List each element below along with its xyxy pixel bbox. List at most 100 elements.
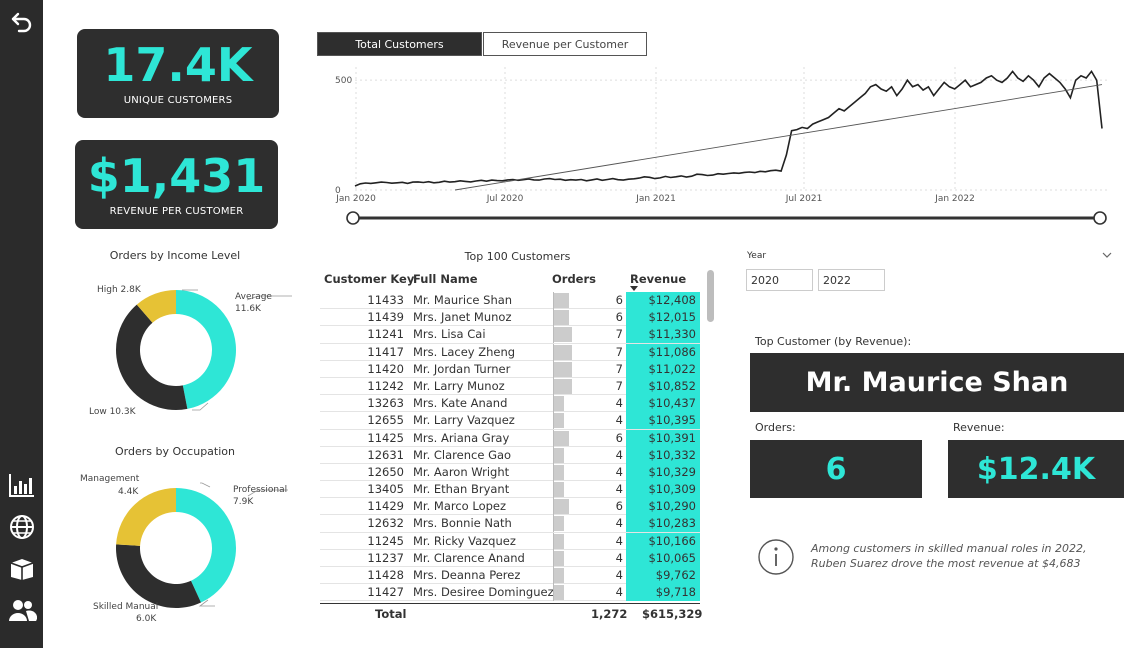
year-to-input[interactable]: 2022 (818, 269, 885, 291)
table-total-row: Total 1,272 $615,329 (320, 603, 702, 623)
x-tick-label: Jul 2020 (486, 194, 524, 204)
users-icon[interactable] (7, 595, 37, 625)
cell-revenue: $9,718 (626, 584, 700, 602)
table-row[interactable]: 11237 Mr. Clarence Anand 4 $10,065 (320, 549, 700, 567)
header-customer-key[interactable]: Customer Key (324, 272, 415, 286)
occupation-label-skilled: Skilled Manual (93, 602, 158, 612)
cell-orders: 7 (553, 326, 625, 344)
cell-revenue: $10,437 (626, 395, 700, 413)
cell-revenue: $11,330 (626, 326, 700, 344)
header-revenue[interactable]: Revenue (630, 272, 687, 286)
donut-slice-high[interactable] (136, 290, 176, 323)
orders-bar (554, 585, 564, 601)
insight-text: Among customers in skilled manual roles … (811, 542, 1087, 570)
orders-bar (554, 499, 569, 515)
orders-number: 4 (615, 464, 623, 479)
cell-full-name: Mr. Marco Lopez (413, 499, 507, 514)
year-slicer-label: Year (747, 251, 767, 261)
orders-number: 4 (615, 396, 623, 411)
orders-label: Orders: (755, 421, 796, 434)
orders-bar (554, 516, 564, 532)
cell-orders: 4 (553, 549, 625, 567)
year-from-input[interactable]: 2020 (746, 269, 813, 291)
back-arrow-icon[interactable] (7, 8, 37, 38)
orders-number: 4 (615, 447, 623, 462)
cell-revenue: $12,015 (626, 309, 700, 327)
table-scrollbar[interactable] (707, 270, 714, 322)
table-row[interactable]: 11425 Mrs. Ariana Gray 6 $10,391 (320, 429, 700, 447)
cell-revenue: $10,309 (626, 481, 700, 499)
table-row[interactable]: 11429 Mr. Marco Lopez 6 $10,290 (320, 498, 700, 516)
revenue-card: $12.4K (948, 440, 1124, 498)
table-row[interactable]: 13263 Mrs. Kate Anand 4 $10,437 (320, 395, 700, 413)
revenue-per-customer-value: $1,431 (87, 149, 266, 203)
x-tick-label: Jan 2022 (934, 194, 975, 204)
box-icon[interactable] (7, 553, 37, 583)
orders-bar (554, 447, 564, 463)
cell-revenue: $9,762 (626, 567, 700, 584)
income-label-low: Low 10.3K (89, 407, 137, 417)
table-row[interactable]: 11433 Mr. Maurice Shan 6 $12,408 (320, 292, 700, 310)
donut-slice-professional[interactable] (176, 488, 237, 603)
orders-bar (554, 464, 564, 480)
unique-customers-value: 17.4K (103, 38, 253, 92)
table-row[interactable]: 12650 Mr. Aaron Wright 4 $10,329 (320, 463, 700, 482)
table-row[interactable]: 11417 Mrs. Lacey Zheng 7 $11,086 (320, 343, 700, 361)
cell-full-name: Mrs. Kate Anand (413, 396, 508, 411)
orders-number: 4 (615, 585, 623, 600)
sort-desc-icon (630, 286, 638, 291)
table-row[interactable]: 11245 Mr. Ricky Vazquez 4 $10,166 (320, 532, 700, 550)
cell-full-name: Mrs. Janet Munoz (413, 310, 512, 325)
cell-revenue: $10,852 (626, 377, 700, 395)
cell-full-name: Mrs. Deanna Perez (413, 568, 521, 582)
orders-bar (554, 413, 564, 429)
cell-full-name: Mr. Aaron Wright (413, 464, 510, 479)
donut-slice-management[interactable] (116, 488, 176, 546)
table-row[interactable]: 11242 Mr. Larry Munoz 7 $10,852 (320, 377, 700, 396)
occupation-label-professional: Professional (233, 485, 287, 495)
cell-customer-key: 11429 (367, 499, 404, 514)
top-customer-label: Top Customer (by Revenue): (755, 335, 912, 348)
donut-slice-skilled-manual[interactable] (116, 544, 201, 608)
table-row[interactable]: 11420 Mr. Jordan Turner 7 $11,022 (320, 360, 700, 378)
table-row[interactable]: 11439 Mrs. Janet Munoz 6 $12,015 (320, 309, 700, 327)
table-row[interactable]: 11428 Mrs. Deanna Perez 4 $9,762 (320, 567, 700, 585)
donut-slice-average[interactable] (176, 290, 237, 409)
table-row[interactable]: 12632 Mrs. Bonnie Nath 4 $10,283 (320, 515, 700, 533)
slider-start-handle[interactable] (346, 211, 360, 225)
header-full-name[interactable]: Full Name (413, 272, 478, 286)
table-row[interactable]: 11241 Mrs. Lisa Cai 7 $11,330 (320, 326, 700, 344)
bar-chart-icon[interactable] (7, 470, 37, 500)
tab-revenue-per-customer[interactable]: Revenue per Customer (483, 32, 647, 56)
slider-end-handle[interactable] (1093, 211, 1107, 225)
globe-icon[interactable] (7, 512, 37, 542)
cell-full-name: Mr. Maurice Shan (413, 293, 513, 307)
orders-number: 4 (615, 516, 623, 531)
cell-orders: 4 (553, 584, 625, 602)
cell-orders: 4 (553, 515, 625, 533)
donut-slice-low[interactable] (115, 304, 188, 410)
cell-customer-key: 12655 (367, 413, 404, 428)
cell-customer-key: 13263 (367, 396, 404, 411)
cell-customer-key: 12650 (367, 464, 404, 479)
cell-customer-key: 11242 (367, 378, 404, 393)
occupation-donut-chart: Professional 7.9K Management 4.4K Skille… (80, 474, 288, 624)
cell-revenue: $10,290 (626, 498, 700, 516)
y-tick-label: 500 (335, 76, 352, 86)
table-row[interactable]: 11427 Mrs. Desiree Dominguez 4 $9,718 (320, 584, 700, 602)
cell-customer-key: 11433 (367, 293, 404, 307)
tab-total-customers[interactable]: Total Customers (317, 32, 482, 56)
revenue-per-customer-label: REVENUE PER CUSTOMER (109, 206, 244, 217)
table-row[interactable]: 13405 Mr. Ethan Bryant 4 $10,309 (320, 481, 700, 499)
unique-customers-label: UNIQUE CUSTOMERS (123, 95, 233, 106)
header-orders[interactable]: Orders (552, 272, 596, 286)
cell-orders: 7 (553, 343, 625, 361)
table-row[interactable]: 12655 Mr. Larry Vazquez 4 $10,395 (320, 412, 700, 430)
cell-full-name: Mr. Larry Munoz (413, 378, 505, 393)
chevron-down-icon[interactable] (1102, 251, 1112, 259)
cell-customer-key: 11237 (367, 550, 404, 565)
orders-value: 6 (825, 451, 847, 487)
orders-bar (554, 378, 572, 394)
table-row[interactable]: 12631 Mr. Clarence Gao 4 $10,332 (320, 446, 700, 464)
